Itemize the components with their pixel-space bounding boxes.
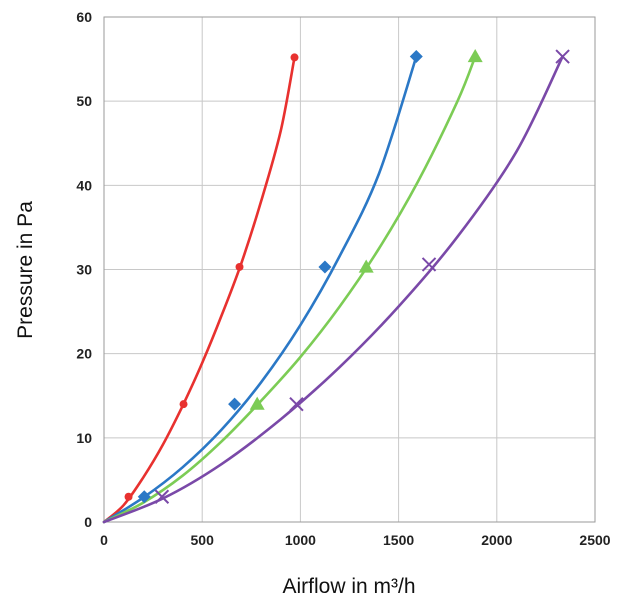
y-tick-label: 10 <box>76 430 92 446</box>
data-point-marker <box>289 396 304 412</box>
x-tick-label: 2000 <box>481 532 512 548</box>
x-tick-label: 2500 <box>579 532 610 548</box>
y-axis-title: Pressure in Pa <box>14 201 37 339</box>
y-tick-label: 30 <box>76 262 92 278</box>
data-point-marker <box>235 262 244 271</box>
series-line-0 <box>102 56 296 524</box>
data-point-marker <box>154 489 170 504</box>
series-line-1 <box>102 55 418 524</box>
x-tick-label: 0 <box>100 532 108 548</box>
y-tick-label: 60 <box>76 9 92 25</box>
data-point-marker <box>358 259 374 273</box>
series-markers <box>124 49 570 504</box>
x-tick-label: 500 <box>191 532 215 548</box>
x-tick-label: 1000 <box>285 532 316 548</box>
data-point-marker <box>124 492 133 501</box>
y-tick-label: 50 <box>76 93 92 109</box>
y-tick-label: 20 <box>76 346 92 362</box>
tick-labels: 0 500 1000 1500 2000 2500 0 10 20 30 40 50 60 <box>76 9 610 548</box>
plot-frame <box>103 16 596 523</box>
series-line-3 <box>102 55 564 524</box>
series-line-2 <box>102 55 477 524</box>
data-point-marker <box>249 396 265 410</box>
series-curves <box>102 55 564 524</box>
data-point-marker <box>467 49 483 63</box>
data-point-marker <box>318 260 332 274</box>
data-point-marker <box>409 50 423 64</box>
data-point-marker <box>421 257 437 272</box>
y-tick-label: 40 <box>76 177 92 193</box>
x-tick-label: 1500 <box>383 532 414 548</box>
data-point-marker <box>555 49 570 64</box>
y-tick-label: 0 <box>84 514 92 530</box>
data-point-marker <box>137 490 151 504</box>
data-point-marker <box>228 397 242 411</box>
x-axis-title: Airflow in m³/h <box>282 575 415 598</box>
data-point-marker <box>290 53 299 62</box>
data-point-marker <box>179 400 188 409</box>
grid-lines <box>103 16 596 523</box>
